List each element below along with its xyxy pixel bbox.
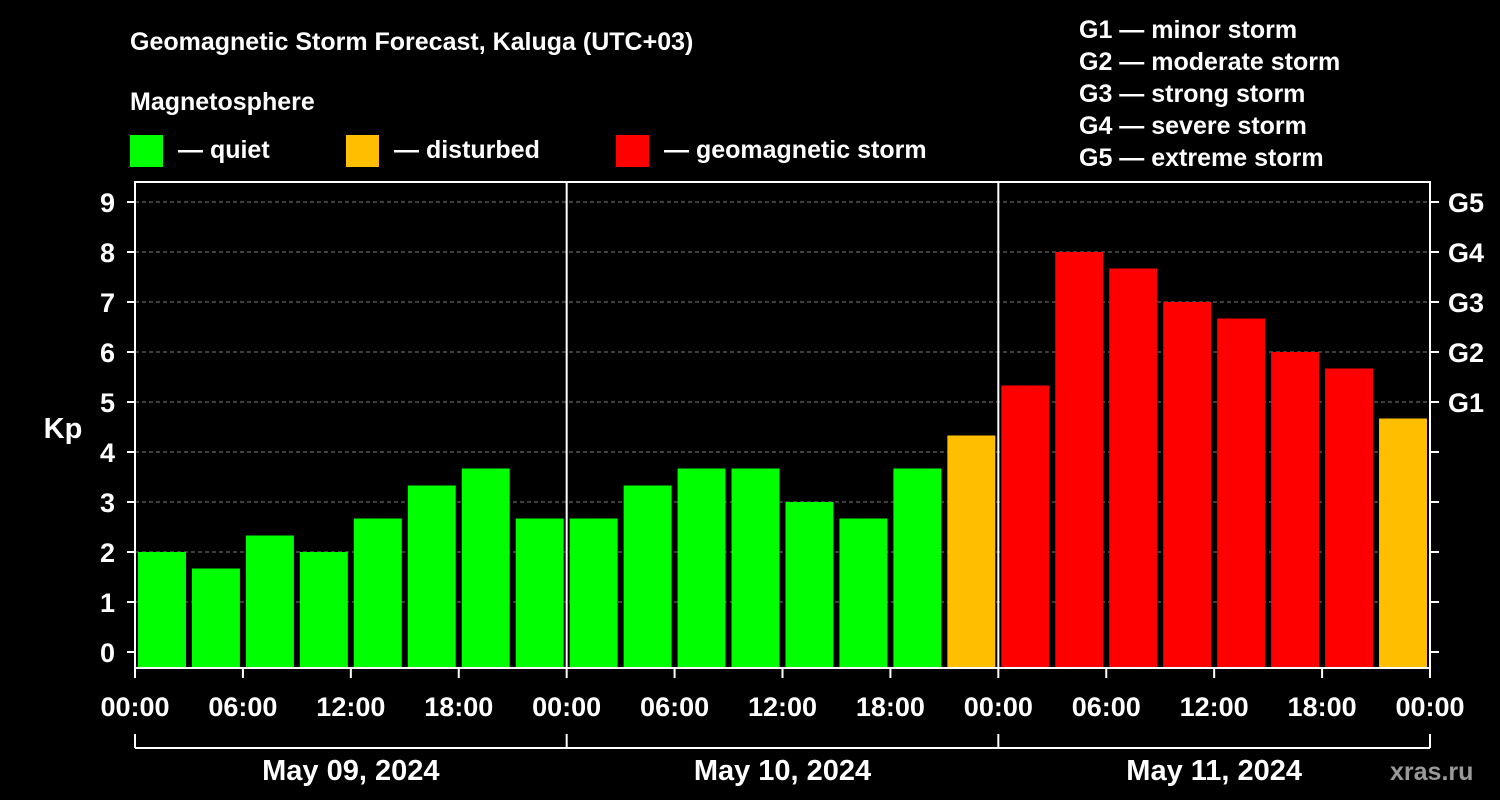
y-tick-label: 2 (100, 538, 115, 568)
x-tick-label: 12:00 (748, 692, 817, 722)
storm-scale-g1: G1 — minor storm (1079, 16, 1297, 44)
x-tick-label: 12:00 (316, 692, 385, 722)
date-label: May 09, 2024 (262, 755, 439, 787)
legend-heading: Magnetosphere (130, 88, 315, 116)
date-label: May 11, 2024 (1126, 755, 1302, 787)
g-scale-label: G3 (1448, 288, 1484, 318)
y-tick-label: 1 (100, 588, 115, 618)
bar (1163, 302, 1212, 668)
bar (569, 518, 618, 668)
legend-label-storm: — geomagnetic storm (664, 136, 927, 164)
bar (947, 435, 996, 668)
g-scale-label: G1 (1448, 388, 1484, 418)
legend-swatch-disturbed (346, 135, 379, 167)
y-tick-label: 7 (100, 288, 115, 318)
bar (1271, 352, 1320, 668)
bar (353, 518, 402, 668)
x-tick-label: 18:00 (856, 692, 925, 722)
y-tick-label: 4 (100, 438, 115, 468)
y-tick-label: 0 (100, 638, 115, 668)
bar (191, 568, 240, 668)
g-scale-label: G4 (1448, 238, 1484, 268)
legend-swatch-quiet (130, 135, 163, 167)
watermark: xras.ru (1390, 758, 1473, 786)
x-tick-label: 12:00 (1180, 692, 1249, 722)
bar (1325, 368, 1374, 668)
storm-scale-g5: G5 — extreme storm (1079, 144, 1324, 172)
bar (515, 518, 564, 668)
x-tick-label: 06:00 (1072, 692, 1141, 722)
y-tick-label: 6 (100, 338, 115, 368)
x-tick-label: 00:00 (532, 692, 601, 722)
bar (731, 468, 780, 668)
x-tick-label: 06:00 (640, 692, 709, 722)
x-tick-label: 18:00 (424, 692, 493, 722)
y-tick-label: 5 (100, 388, 115, 418)
x-tick-label: 00:00 (964, 692, 1033, 722)
bars (138, 252, 1427, 668)
legend: Magnetosphere — quiet — disturbed — geom… (130, 88, 927, 167)
g-scale-label: G5 (1448, 188, 1484, 218)
storm-scale-g4: G4 — severe storm (1079, 112, 1307, 140)
bar (245, 535, 294, 668)
y-tick-label: 8 (100, 238, 115, 268)
bar (785, 502, 834, 668)
axes: 0 1 2 3 4 5 6 7 8 9 G1 G2 G3 G4 G5 00:00 06:00 12:00 18:00… (100, 181, 1484, 787)
x-tick-label: 06:00 (208, 692, 277, 722)
chart-title: Geomagnetic Storm Forecast, Kaluga (UTC+… (130, 28, 693, 56)
date-label: May 10, 2024 (694, 755, 871, 787)
legend-label-disturbed: — disturbed (394, 136, 540, 164)
bar (138, 552, 186, 668)
g-scale-label: G2 (1448, 338, 1484, 368)
bar (1109, 268, 1158, 668)
bar (623, 485, 672, 668)
storm-scale-legend: G1 — minor storm G2 — moderate storm G3 … (1079, 16, 1340, 172)
y-axis-label: Kp (44, 413, 83, 445)
y-tick-label: 9 (100, 188, 115, 218)
bar (677, 468, 726, 668)
bar (893, 468, 942, 668)
bar (461, 468, 510, 668)
legend-swatch-storm (616, 135, 649, 167)
x-tick-label: 18:00 (1288, 692, 1357, 722)
x-tick-label: 00:00 (1395, 692, 1464, 722)
storm-scale-g2: G2 — moderate storm (1079, 48, 1340, 76)
bar (407, 485, 456, 668)
bar (299, 552, 348, 668)
y-tick-label: 3 (100, 488, 115, 518)
bar (1055, 252, 1104, 668)
gridlines (135, 201, 1430, 603)
bar (839, 518, 888, 668)
legend-label-quiet: — quiet (178, 136, 270, 164)
storm-scale-g3: G3 — strong storm (1079, 80, 1305, 108)
bar (1001, 385, 1050, 668)
bar (1379, 418, 1427, 668)
bar (1217, 318, 1266, 668)
x-tick-label: 00:00 (100, 692, 169, 722)
